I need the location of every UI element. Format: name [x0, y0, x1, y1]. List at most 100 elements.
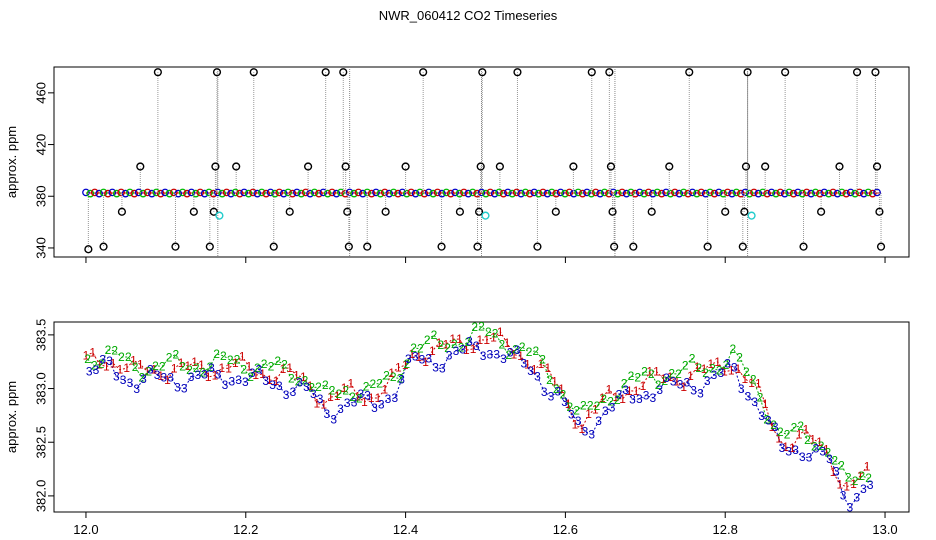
series-digit: 3 [324, 407, 331, 421]
series-digit: 2 [634, 370, 641, 384]
series-digit: 2 [580, 398, 587, 412]
series-digit: 1 [640, 379, 647, 393]
series-digit: 2 [281, 357, 288, 371]
x-axis: 12.0 12.2 12.4 12.6 12.8 13.0 [73, 512, 898, 537]
series-digit: 2 [220, 349, 227, 363]
baseline-point [675, 189, 684, 198]
series-digit: 1 [443, 337, 450, 351]
series-digit: 1 [511, 348, 518, 362]
outlier-point [476, 162, 485, 171]
baseline-point [802, 188, 811, 197]
series-digit: 1 [259, 367, 266, 381]
outlier-point [343, 207, 352, 216]
series-digit: 1 [89, 346, 96, 360]
series-digit: 2 [519, 340, 526, 354]
series-digit: 1 [361, 395, 368, 409]
series-digit: 1 [565, 397, 572, 411]
outlier-point [211, 162, 220, 171]
series-digit: 3 [500, 352, 507, 366]
series-digit: 2 [492, 326, 499, 340]
baseline-point [249, 188, 257, 197]
series-digit: 1 [497, 325, 504, 339]
series-digit: 1 [205, 370, 212, 384]
x-tick-label: 12.6 [553, 522, 578, 537]
series-digit: 1 [477, 333, 484, 347]
series-digit: 3 [337, 402, 344, 416]
series-digit: 3 [507, 345, 514, 359]
baseline-point [539, 188, 547, 197]
series-digit: 3 [113, 369, 120, 383]
series-digit: 2 [662, 374, 669, 388]
series-digit: 2 [288, 372, 295, 386]
series-digit: 3 [731, 360, 738, 374]
series-digit: 2 [560, 387, 567, 401]
baseline-point [161, 188, 169, 197]
baseline-point [767, 188, 776, 197]
baseline-point [851, 189, 859, 198]
outlier-point [587, 68, 596, 77]
baseline-point [864, 188, 873, 197]
baseline-point [499, 189, 508, 198]
baseline-point [257, 188, 266, 197]
outlier-point [285, 207, 294, 216]
series-digit: 2 [356, 392, 363, 406]
series-digit: 1 [762, 397, 769, 411]
series-digit: 2 [132, 360, 139, 374]
series-digit: 2 [736, 350, 743, 364]
series-digit: 3 [154, 368, 161, 382]
baseline-point [794, 188, 802, 197]
series-digit: 1 [864, 459, 871, 473]
series-digit: 2 [349, 390, 356, 404]
series-digit: 2 [716, 363, 723, 377]
series-digit: 1 [843, 480, 850, 494]
baseline-point [196, 188, 205, 197]
series-digit: 3 [799, 450, 806, 464]
series-digit: 1 [721, 365, 728, 379]
baseline-point [139, 189, 147, 198]
series-digit: 3 [813, 442, 820, 456]
series-digit: 1 [117, 363, 124, 377]
series-digit: 1 [585, 407, 592, 421]
series-digit: 3 [93, 363, 100, 377]
baseline-point [306, 189, 314, 198]
baseline-point [613, 189, 622, 198]
series-digit: 1 [592, 402, 599, 416]
baseline-point [95, 189, 103, 198]
series-digit: 3 [514, 343, 521, 357]
series-digit: 3 [208, 361, 215, 375]
outlier-point [761, 162, 770, 171]
series-digit: 1 [850, 477, 857, 491]
series-digit: 3 [303, 380, 310, 394]
series-digit: 2 [254, 361, 261, 375]
series-digit: 1 [694, 360, 701, 374]
baseline-point [807, 189, 815, 198]
baseline-point [433, 188, 442, 197]
series-digit: 2 [173, 348, 180, 362]
outlier-point [738, 242, 747, 251]
series-digit: 2 [206, 360, 213, 374]
baseline-point [112, 189, 121, 198]
baseline-point [121, 189, 130, 198]
series-digit: 2 [743, 365, 750, 379]
series-digit: 1 [334, 389, 341, 403]
baseline-point [332, 189, 341, 198]
series-digit: 2 [784, 427, 791, 441]
series-digit: 3 [806, 451, 813, 465]
series-digit: 1 [599, 391, 606, 405]
series-digit: 2 [723, 358, 730, 372]
series-digit: 2 [437, 338, 444, 352]
series-digit: 1 [96, 357, 103, 371]
series-digit: 3 [629, 392, 636, 406]
baseline-point [671, 188, 679, 197]
y-tick-label: 340 [33, 237, 48, 259]
series-digit: 2 [600, 392, 607, 406]
series-digit: 3 [724, 357, 731, 371]
baseline-point [438, 189, 446, 198]
series-digit: 2 [682, 358, 689, 372]
x-tick-label: 13.0 [872, 522, 897, 537]
series-digit: 1 [300, 370, 307, 384]
series-digit: 3 [480, 349, 487, 363]
series-digit: 2 [465, 335, 472, 349]
series-digit: 3 [704, 374, 711, 388]
baseline-point [679, 188, 688, 197]
